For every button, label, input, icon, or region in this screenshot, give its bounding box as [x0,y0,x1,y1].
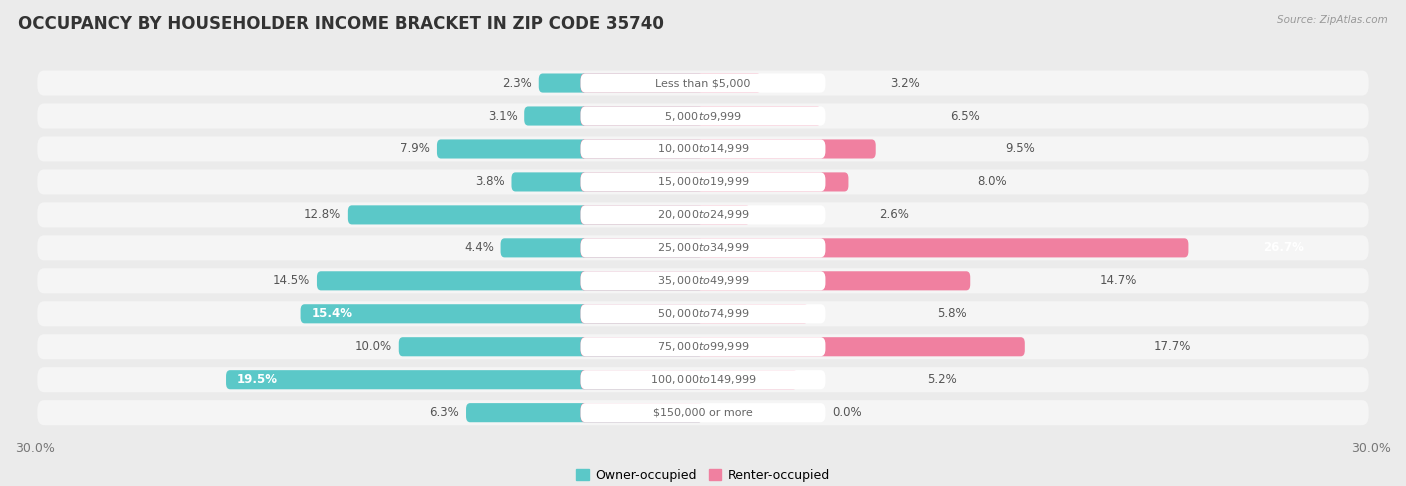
Legend: Owner-occupied, Renter-occupied: Owner-occupied, Renter-occupied [571,464,835,486]
FancyBboxPatch shape [38,367,1368,392]
FancyBboxPatch shape [38,301,1368,326]
FancyBboxPatch shape [581,106,821,125]
Text: $25,000 to $34,999: $25,000 to $34,999 [657,242,749,254]
FancyBboxPatch shape [38,334,1368,359]
Text: 5.8%: 5.8% [938,307,967,320]
FancyBboxPatch shape [581,238,1188,258]
FancyBboxPatch shape [581,403,825,422]
FancyBboxPatch shape [399,337,703,356]
FancyBboxPatch shape [581,370,825,389]
FancyBboxPatch shape [581,206,825,225]
Text: 6.3%: 6.3% [430,406,460,419]
FancyBboxPatch shape [581,337,825,356]
Text: 2.6%: 2.6% [879,208,910,222]
FancyBboxPatch shape [581,337,1025,356]
FancyBboxPatch shape [347,206,703,225]
FancyBboxPatch shape [38,268,1368,294]
Text: $5,000 to $9,999: $5,000 to $9,999 [664,109,742,122]
FancyBboxPatch shape [524,106,703,125]
Text: 19.5%: 19.5% [238,373,278,386]
Text: Less than $5,000: Less than $5,000 [655,78,751,88]
FancyBboxPatch shape [581,238,825,258]
FancyBboxPatch shape [38,235,1368,260]
FancyBboxPatch shape [226,370,703,389]
Text: OCCUPANCY BY HOUSEHOLDER INCOME BRACKET IN ZIP CODE 35740: OCCUPANCY BY HOUSEHOLDER INCOME BRACKET … [18,15,664,33]
Text: 3.1%: 3.1% [488,109,517,122]
FancyBboxPatch shape [581,206,751,225]
FancyBboxPatch shape [581,271,825,290]
FancyBboxPatch shape [38,400,1368,425]
FancyBboxPatch shape [581,370,797,389]
FancyBboxPatch shape [38,104,1368,128]
Text: 12.8%: 12.8% [304,208,342,222]
Text: 3.2%: 3.2% [890,76,920,89]
FancyBboxPatch shape [301,304,703,323]
Text: 8.0%: 8.0% [977,175,1007,189]
FancyBboxPatch shape [581,304,825,323]
Text: $50,000 to $74,999: $50,000 to $74,999 [657,307,749,320]
FancyBboxPatch shape [512,173,703,191]
FancyBboxPatch shape [38,70,1368,96]
FancyBboxPatch shape [38,202,1368,227]
FancyBboxPatch shape [316,271,703,290]
FancyBboxPatch shape [437,139,703,158]
Text: 4.4%: 4.4% [464,242,494,254]
Text: 9.5%: 9.5% [1005,142,1035,156]
FancyBboxPatch shape [581,73,761,93]
FancyBboxPatch shape [581,173,825,191]
FancyBboxPatch shape [38,137,1368,161]
Text: 14.5%: 14.5% [273,274,311,287]
FancyBboxPatch shape [581,304,808,323]
FancyBboxPatch shape [581,139,825,158]
Text: Source: ZipAtlas.com: Source: ZipAtlas.com [1277,15,1388,25]
Text: 17.7%: 17.7% [1154,340,1191,353]
Text: 15.4%: 15.4% [312,307,353,320]
FancyBboxPatch shape [581,106,825,125]
FancyBboxPatch shape [581,139,876,158]
FancyBboxPatch shape [38,170,1368,194]
FancyBboxPatch shape [465,403,703,422]
Text: 7.9%: 7.9% [401,142,430,156]
FancyBboxPatch shape [581,173,848,191]
Text: $150,000 or more: $150,000 or more [654,408,752,417]
FancyBboxPatch shape [501,238,703,258]
Text: 2.3%: 2.3% [502,76,531,89]
FancyBboxPatch shape [581,271,970,290]
Text: 5.2%: 5.2% [927,373,956,386]
FancyBboxPatch shape [581,403,703,422]
Text: 10.0%: 10.0% [354,340,392,353]
Text: $15,000 to $19,999: $15,000 to $19,999 [657,175,749,189]
Text: $10,000 to $14,999: $10,000 to $14,999 [657,142,749,156]
Text: 0.0%: 0.0% [832,406,862,419]
FancyBboxPatch shape [538,73,703,93]
Text: $75,000 to $99,999: $75,000 to $99,999 [657,340,749,353]
FancyBboxPatch shape [581,73,825,93]
Text: 3.8%: 3.8% [475,175,505,189]
Text: $20,000 to $24,999: $20,000 to $24,999 [657,208,749,222]
Text: $100,000 to $149,999: $100,000 to $149,999 [650,373,756,386]
Text: $35,000 to $49,999: $35,000 to $49,999 [657,274,749,287]
Text: 26.7%: 26.7% [1264,242,1305,254]
Text: 14.7%: 14.7% [1099,274,1136,287]
Text: 6.5%: 6.5% [950,109,980,122]
